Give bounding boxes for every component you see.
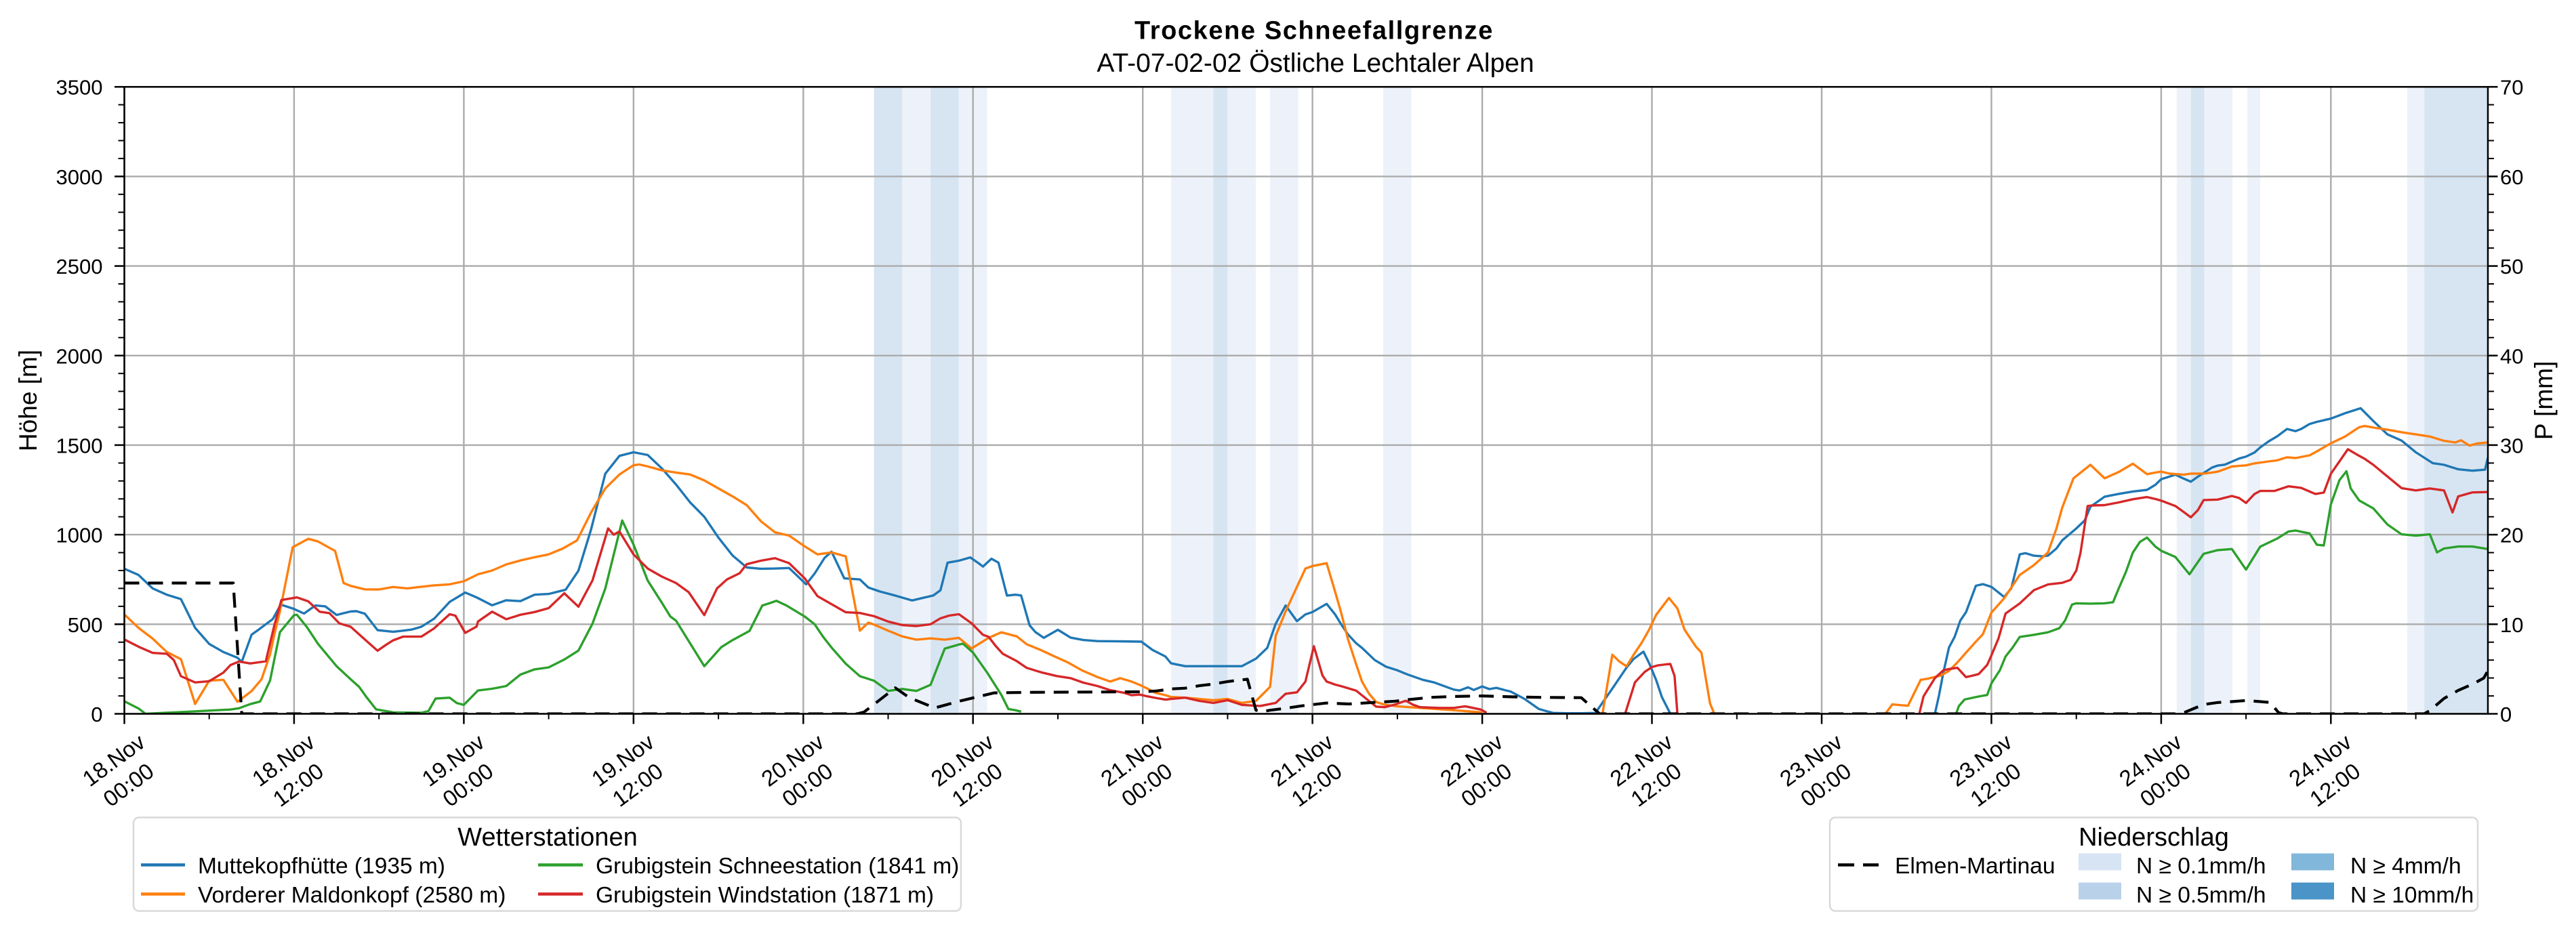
svg-text:Muttekopfhütte (1935 m): Muttekopfhütte (1935 m) (198, 854, 445, 879)
svg-text:Wetterstationen: Wetterstationen (457, 823, 637, 852)
svg-text:Grubigstein Windstation (1871: Grubigstein Windstation (1871 m) (596, 883, 934, 908)
svg-text:Trockene Schneefallgrenze: Trockene Schneefallgrenze (1134, 17, 1494, 45)
svg-text:P [mm]: P [mm] (2530, 361, 2558, 440)
svg-text:0: 0 (91, 703, 102, 726)
svg-text:N ≥ 0.1mm/h: N ≥ 0.1mm/h (2136, 854, 2266, 879)
svg-text:10: 10 (2500, 613, 2523, 637)
svg-text:1500: 1500 (56, 434, 103, 457)
svg-text:AT-07-02-02 Östliche Lechtaler: AT-07-02-02 Östliche Lechtaler Alpen (1097, 49, 1534, 78)
svg-text:3000: 3000 (56, 165, 103, 189)
svg-text:Grubigstein Schneestation (184: Grubigstein Schneestation (1841 m) (596, 854, 959, 879)
svg-text:50: 50 (2500, 255, 2523, 278)
svg-text:Elmen-Martinau: Elmen-Martinau (1895, 854, 2055, 879)
svg-text:30: 30 (2500, 434, 2523, 457)
svg-text:20: 20 (2500, 524, 2523, 547)
svg-text:500: 500 (68, 613, 103, 637)
svg-text:70: 70 (2500, 76, 2523, 100)
svg-text:1000: 1000 (56, 524, 103, 547)
svg-text:N ≥ 4mm/h: N ≥ 4mm/h (2350, 854, 2461, 879)
svg-text:0: 0 (2500, 703, 2512, 726)
svg-text:40: 40 (2500, 344, 2523, 368)
svg-text:2000: 2000 (56, 344, 103, 368)
svg-text:N ≥ 10mm/h: N ≥ 10mm/h (2350, 883, 2474, 908)
svg-text:60: 60 (2500, 165, 2523, 189)
svg-text:Niederschlag: Niederschlag (2079, 823, 2229, 852)
svg-text:Vorderer Maldonkopf (2580 m): Vorderer Maldonkopf (2580 m) (198, 883, 506, 908)
svg-text:N ≥ 0.5mm/h: N ≥ 0.5mm/h (2136, 883, 2266, 908)
svg-text:2500: 2500 (56, 255, 103, 278)
svg-text:Höhe [m]: Höhe [m] (14, 350, 42, 451)
svg-text:3500: 3500 (56, 76, 103, 100)
